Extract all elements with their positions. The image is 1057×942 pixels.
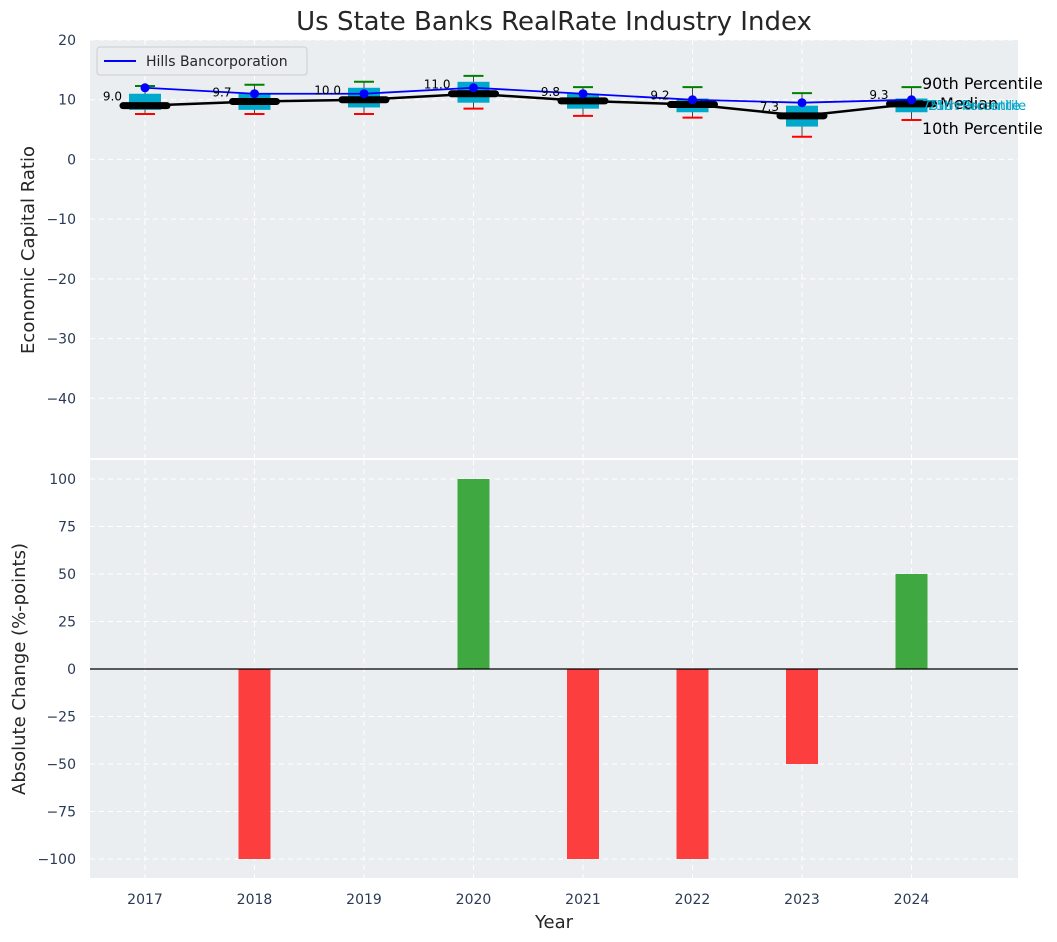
bottom-y-tick-label: 25 [58,615,76,631]
x-axis-label: Year [534,912,574,933]
legend-box [96,46,308,76]
p10-annotation: 10th Percentile [922,119,1043,138]
top-y-tick-label: −20 [46,272,76,288]
bottom-y-tick-label: −25 [46,710,76,726]
economic-capital-panel: 20 10 0 −10 −20 −30 −40 Economic Capital Ratio… [18,33,1043,458]
median-annotation: Median [940,94,998,113]
hills-bancorporation-line [144,86,912,104]
hills-bancorporation-point [578,89,588,99]
change-bar [457,479,490,669]
top-y-tick-label: 20 [58,33,76,49]
change-bar [786,669,818,764]
p75-annotation: 75th Percentile [922,99,1020,114]
hills-bancorporation-point [140,83,150,93]
x-tick-label: 2020 [456,892,492,908]
bottom-y-tick-label: 0 [67,662,76,678]
p90-annotation: 90th Percentile [922,74,1043,93]
bottom-y-tick-label: −50 [46,757,76,773]
absolute-change-panel: 100 75 50 25 0 −25 −50 −75 −100 Absolute Change … [9,460,1018,933]
top-y-tick-label: −10 [46,212,76,228]
x-ticks: 2017 2018 2019 2020 2021 2022 2023 2024 [127,892,929,908]
median-line [144,92,912,118]
bottom-y-axis-label: Absolute Change (%-points) [9,543,30,795]
hills-bancorporation-point [797,98,807,108]
top-y-tick-label: 0 [67,152,76,168]
median-value-label: 9.7 [212,86,231,100]
x-tick-label: 2022 [675,892,711,908]
change-bar [238,669,271,859]
hills-bancorporation-point [907,95,916,105]
hills-bancorporation-point [469,83,478,93]
p25-annotation: 25th Percentile [928,99,1026,114]
hills-bancorporation-point [688,95,697,105]
hills-bancorporation-point [250,89,259,99]
chart-title: Us State Banks RealRate Industry Index [296,7,812,37]
hills-bancorporation-point [359,89,369,99]
x-tick-label: 2023 [784,892,820,908]
top-y-axis-label: Economic Capital Ratio [18,146,39,354]
median-value-label: 9.8 [541,85,560,99]
median-value-label: 7.3 [760,100,779,114]
top-y-tick-label: −30 [46,332,76,348]
bottom-y-tick-label: 75 [58,520,76,536]
median-value-label: 11.0 [424,78,451,92]
bottom-y-tick-label: −100 [38,852,76,868]
x-tick-label: 2018 [237,892,273,908]
bottom-y-tick-label: 100 [49,472,76,488]
top-y-ticks: 20 10 0 −10 −20 −30 −40 [46,33,76,407]
bottom-y-tick-label: −75 [46,805,76,821]
median-value-label: 10.0 [314,84,341,98]
median-value-label: 9.0 [103,90,122,104]
x-tick-label: 2019 [346,892,382,908]
legend-label-hills: Hills Bancorporation [146,54,288,70]
median-value-label: 9.2 [650,88,669,102]
legend: Hills Bancorporation [96,46,308,76]
x-tick-label: 2021 [565,892,601,908]
box-plot-marks: 9.0 9.7 10.0 11.0 9.8 9.2 7.3 9.3 90th Percentil… [103,74,1043,138]
x-tick-label: 2024 [894,892,930,908]
median-value-label: 9.3 [869,88,888,102]
change-bar [567,669,599,859]
change-bar [676,669,709,859]
top-y-tick-label: −40 [46,391,76,407]
x-tick-label: 2017 [127,892,163,908]
top-y-tick-label: 10 [58,93,76,109]
bottom-y-tick-label: 50 [58,567,76,583]
change-bar [895,574,928,669]
change-bar-marks [90,479,1018,859]
bottom-y-ticks: 100 75 50 25 0 −25 −50 −75 −100 [38,472,76,868]
